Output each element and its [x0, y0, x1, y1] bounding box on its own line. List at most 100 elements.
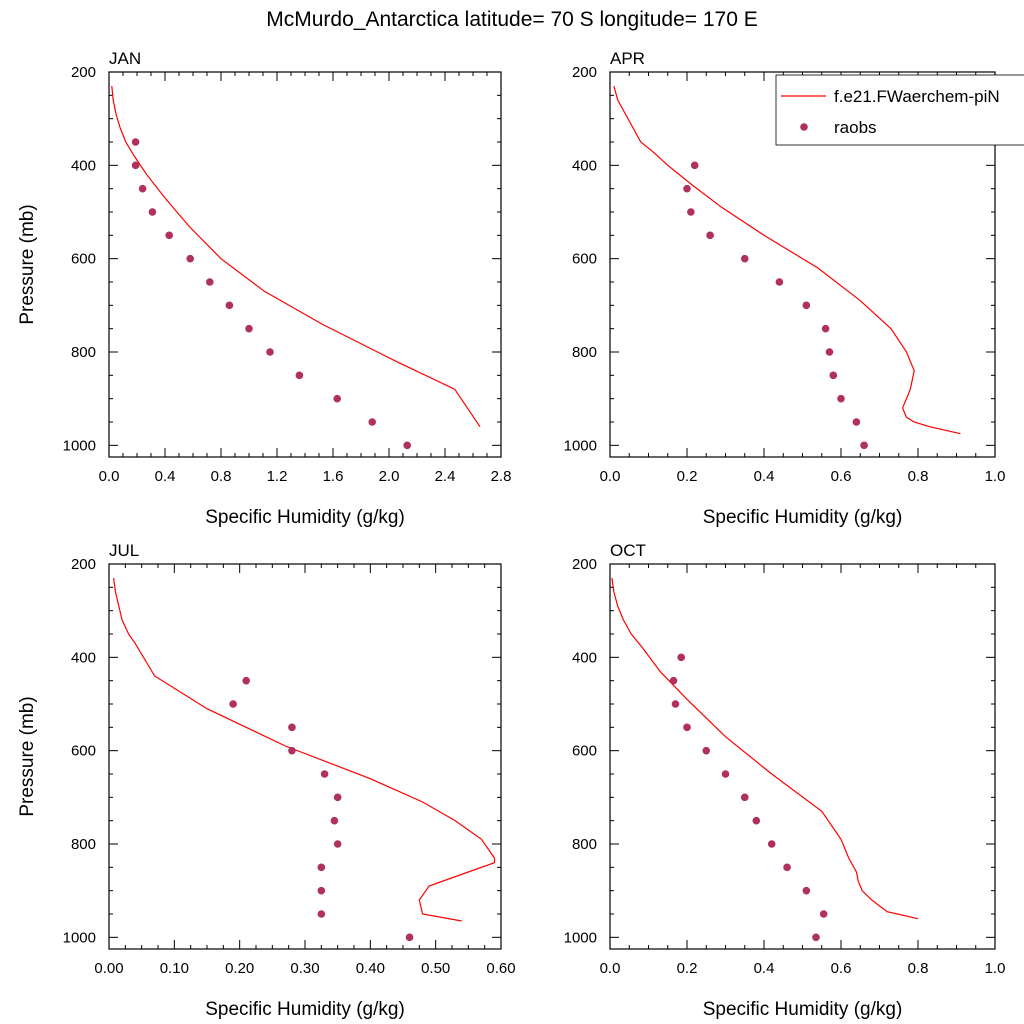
data-point-raobs: [288, 723, 296, 732]
x-tick-label: 0.2: [677, 960, 698, 977]
data-point-raobs: [687, 208, 695, 216]
data-point-raobs: [821, 324, 830, 333]
data-point-raobs: [317, 910, 326, 918]
x-tick-label: 0.60: [486, 960, 515, 977]
x-tick-label: 2.8: [491, 468, 512, 485]
x-tick-label: 0.10: [160, 960, 189, 977]
data-point-raobs: [706, 231, 714, 240]
data-point-raobs: [148, 208, 157, 216]
y-tick-label: 800: [71, 344, 96, 361]
x-tick-label: 2.4: [435, 468, 456, 485]
series-line-model: [613, 85, 961, 435]
x-tick-label: 0.4: [754, 468, 775, 485]
data-point-raobs: [860, 441, 868, 450]
data-point-raobs: [783, 863, 791, 872]
data-point-raobs: [702, 746, 711, 755]
data-point-raobs: [242, 676, 250, 685]
x-tick-label: 1.0: [985, 960, 1006, 977]
data-point-raobs: [802, 301, 811, 310]
y-tick-label: 200: [71, 64, 96, 81]
y-tick-label: 400: [71, 157, 96, 174]
data-point-raobs: [669, 676, 678, 685]
chart-panel-jul: JUL 0.00 0.10 0.20 0.30 0.40 0.50 0.60 200 400 600…: [17, 541, 516, 1020]
data-point-raobs: [330, 816, 339, 825]
legend-label-model: f.e21.FWaerchem-piN: [834, 87, 1000, 106]
data-point-raobs: [752, 816, 761, 825]
plot-frame: [108, 71, 502, 458]
x-tick-label: 1.0: [985, 468, 1006, 485]
data-point-raobs: [837, 394, 845, 403]
data-point-raobs: [852, 418, 861, 426]
panel-label: JAN: [109, 49, 141, 68]
panel-label: APR: [610, 49, 645, 68]
data-point-raobs: [721, 770, 730, 778]
y-axis-label: Pressure (mb): [17, 696, 38, 816]
x-tick-label: 0.6: [831, 468, 852, 485]
data-point-raobs: [206, 278, 214, 286]
data-point-raobs: [767, 840, 776, 848]
x-tick-label: 0.8: [908, 960, 929, 977]
data-point-raobs: [131, 161, 140, 170]
x-tick-label: 1.6: [323, 468, 344, 485]
data-point-raobs: [186, 254, 194, 263]
x-tick-label: 0.4: [155, 468, 176, 485]
data-point-raobs: [131, 138, 140, 146]
legend-label-raobs: raobs: [834, 118, 877, 137]
data-point-raobs: [138, 184, 147, 193]
data-point-raobs: [368, 418, 377, 426]
data-point-raobs: [333, 840, 342, 848]
series-line-model: [111, 85, 481, 428]
series-line-model: [611, 577, 919, 920]
chart-panel-apr: APR 0.0 0.2 0.4 0.6 0.8 1.0 200 400 600 800 1000 Spe…: [564, 49, 1006, 528]
y-tick-label: 800: [572, 836, 597, 853]
data-point-raobs: [405, 933, 414, 942]
data-point-raobs: [333, 793, 342, 802]
panel-label: JUL: [109, 541, 139, 560]
data-point-raobs: [403, 441, 412, 450]
figure-title: McMurdo_Antarctica latitude= 70 S longit…: [266, 8, 757, 31]
x-tick-label: 0.50: [421, 960, 450, 977]
x-axis-label: Specific Humidity (g/kg): [703, 999, 903, 1020]
x-tick-label: 0.0: [600, 468, 621, 485]
data-point-raobs: [802, 886, 811, 895]
data-point-raobs: [825, 348, 834, 356]
y-tick-label: 200: [572, 556, 597, 573]
data-point-raobs: [317, 863, 326, 872]
chart-panel-jan: JAN 0.0 0.4 0.8 1.2 1.6 2.0 2.4 2.8 200 400 600 800 1…: [17, 49, 511, 528]
y-axis-label: Pressure (mb): [17, 204, 38, 324]
y-tick-label: 1000: [63, 929, 96, 946]
data-point-raobs: [671, 700, 680, 708]
x-axis-label: Specific Humidity (g/kg): [205, 507, 405, 528]
x-tick-label: 0.8: [211, 468, 232, 485]
x-tick-label: 0.4: [754, 960, 775, 977]
legend-dot-marker: [800, 123, 808, 131]
x-tick-label: 0.2: [677, 468, 698, 485]
data-point-raobs: [229, 700, 237, 708]
y-tick-label: 800: [572, 344, 597, 361]
data-point-raobs: [320, 770, 329, 778]
data-point-raobs: [819, 910, 828, 918]
x-tick-label: 0.40: [356, 960, 385, 977]
x-tick-label: 2.0: [379, 468, 400, 485]
y-tick-label: 400: [71, 649, 96, 666]
data-point-raobs: [266, 348, 274, 356]
y-tick-label: 800: [71, 836, 96, 853]
data-point-raobs: [775, 278, 784, 286]
panel-label: OCT: [610, 541, 646, 560]
panels-group: JAN 0.0 0.4 0.8 1.2 1.6 2.0 2.4 2.8 200 400 600 800 1…: [17, 49, 1005, 1020]
y-tick-label: 600: [71, 251, 96, 268]
x-tick-label: 0.30: [290, 960, 319, 977]
x-tick-label: 0.6: [831, 960, 852, 977]
data-point-raobs: [225, 301, 234, 310]
data-point-raobs: [295, 371, 304, 380]
x-tick-label: 0.0: [99, 468, 120, 485]
y-tick-label: 600: [572, 743, 597, 760]
data-point-raobs: [333, 394, 342, 403]
y-tick-label: 600: [71, 743, 96, 760]
x-axis-label: Specific Humidity (g/kg): [205, 999, 405, 1020]
data-point-raobs: [683, 184, 691, 193]
y-tick-label: 200: [71, 556, 96, 573]
x-tick-label: 1.2: [267, 468, 288, 485]
y-tick-label: 1000: [63, 437, 96, 454]
